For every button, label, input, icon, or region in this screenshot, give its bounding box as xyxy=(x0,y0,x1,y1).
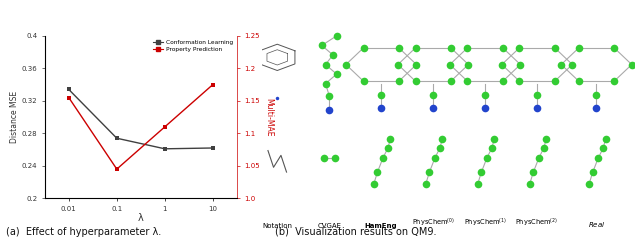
Text: (a)  Effect of hyperparameter λ.: (a) Effect of hyperparameter λ. xyxy=(6,227,162,237)
Text: HamEng: HamEng xyxy=(365,223,397,229)
Text: PhysChem$^{(0)}$: PhysChem$^{(0)}$ xyxy=(412,217,455,229)
Legend: Conformation Learning, Property Prediction: Conformation Learning, Property Predicti… xyxy=(152,39,234,53)
Text: CVGAE: CVGAE xyxy=(317,223,341,229)
X-axis label: λ: λ xyxy=(138,213,143,223)
Text: (b)  Visualization results on QM9.: (b) Visualization results on QM9. xyxy=(275,227,436,237)
Text: PhysChem$^{(2)}$: PhysChem$^{(2)}$ xyxy=(515,217,559,229)
Text: Notation: Notation xyxy=(262,223,292,229)
Y-axis label: Multi-MAE: Multi-MAE xyxy=(264,98,273,136)
Text: $\it{Real}$: $\it{Real}$ xyxy=(588,220,605,229)
Text: PhysChem$^{(1)}$: PhysChem$^{(1)}$ xyxy=(463,217,507,229)
Y-axis label: Distance MSE: Distance MSE xyxy=(10,91,19,143)
